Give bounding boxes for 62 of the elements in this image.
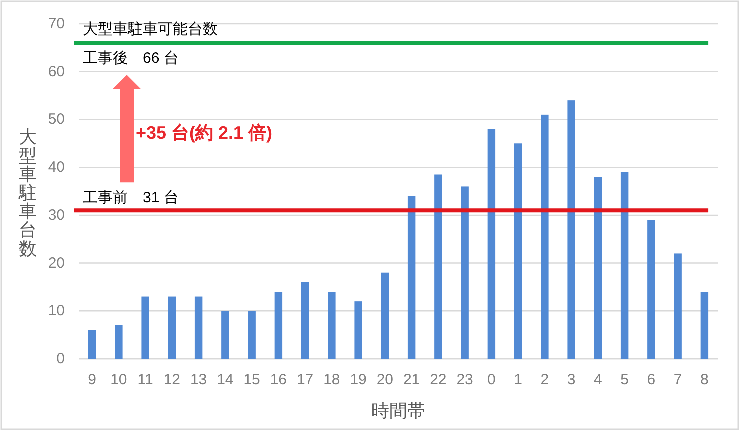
annotation: +35 台(約 2.1 倍) [136, 122, 273, 143]
x-tick-label: 22 [430, 372, 447, 388]
y-tick-label: 70 [48, 16, 65, 32]
x-tick-label: 12 [164, 372, 181, 388]
y-tick-label: 40 [48, 159, 65, 176]
x-tick-label: 20 [376, 372, 394, 388]
bar [488, 129, 496, 359]
x-tick-label: 15 [244, 372, 260, 388]
x-tick-label: 2 [540, 372, 550, 388]
x-tick-label: 14 [217, 372, 234, 388]
bar [700, 292, 709, 359]
bar [568, 100, 576, 359]
y-tick-label: 50 [48, 111, 65, 128]
bar [434, 174, 442, 359]
x-tick-label: 9 [88, 372, 96, 388]
x-tick-label: 17 [296, 372, 314, 388]
x-tick-label: 5 [620, 372, 629, 388]
x-tick-label: 13 [190, 372, 208, 388]
x-tick-label: 10 [110, 372, 128, 388]
bar [541, 114, 549, 359]
bar [115, 326, 123, 359]
x-tick-label: 0 [488, 372, 496, 388]
bar [328, 292, 336, 359]
x-tick-label: 1 [514, 372, 522, 388]
x-tick-label: 18 [324, 372, 340, 388]
x-tick-label: 21 [403, 372, 420, 388]
bar [461, 186, 469, 359]
ref-line-label: 工事前 31 台 [83, 190, 179, 207]
bar [381, 272, 390, 359]
x-tick-label: 23 [456, 372, 474, 388]
bar [194, 296, 203, 359]
y-tick-label: 30 [48, 206, 65, 224]
bar [674, 254, 682, 359]
bar [168, 296, 176, 359]
bar [222, 311, 230, 359]
bar [274, 292, 283, 359]
x-tick-label: 6 [647, 372, 656, 388]
bar [408, 196, 416, 359]
bar [594, 177, 602, 359]
bar [88, 330, 96, 359]
annotation: 大型車駐車可能台数 [83, 21, 218, 38]
x-tick-label: 4 [594, 372, 602, 388]
bar [248, 311, 256, 359]
x-axis-title: 時間帯 [372, 401, 426, 421]
x-tick-label: 16 [270, 372, 288, 388]
bar [648, 220, 656, 359]
x-tick-label: 7 [674, 372, 682, 388]
y-tick-label: 10 [48, 302, 65, 320]
bar [301, 282, 310, 359]
bar [620, 172, 629, 359]
y-axis-title: 大型車駐車台数 [18, 127, 37, 259]
x-tick-label: 11 [138, 372, 154, 388]
bar [142, 296, 150, 359]
x-tick-label: 3 [567, 372, 576, 388]
y-tick-label: 20 [48, 254, 65, 272]
y-tick-label: 0 [56, 350, 65, 368]
ref-line-label: 工事後 66 台 [83, 50, 179, 68]
x-tick-label: 8 [700, 372, 709, 388]
y-tick-label: 60 [48, 63, 65, 80]
bar [354, 302, 362, 359]
x-tick-label: 19 [350, 372, 367, 388]
bar [514, 144, 522, 359]
